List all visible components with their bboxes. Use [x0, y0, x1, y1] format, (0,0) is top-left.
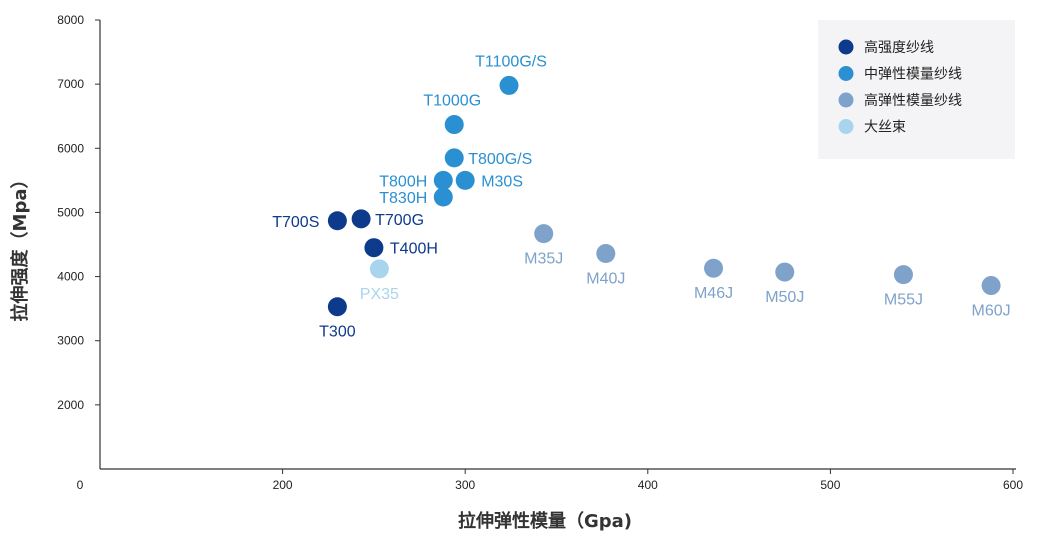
- point-label-t800g-s: T800G/S: [468, 151, 532, 168]
- x-tick-labels: 0 200 300 400 500 600: [77, 469, 1023, 492]
- point-m60j: [981, 276, 1001, 296]
- point-label-px35: PX35: [360, 286, 399, 303]
- x-axis-title: 拉伸弹性模量（Gpa): [458, 510, 632, 532]
- legend-marker: [838, 39, 854, 55]
- legend-label: 高弹性模量纱线: [864, 92, 962, 109]
- point-m35j: [534, 224, 554, 244]
- legend-marker: [838, 66, 854, 81]
- point-label-m30s: M30S: [481, 173, 523, 190]
- x-tick-label: 600: [1003, 478, 1023, 492]
- x-tick-label: 300: [455, 478, 475, 492]
- legend-label: 高强度纱线: [864, 39, 934, 56]
- x-tick-label: 0: [77, 478, 84, 492]
- y-tick-labels: 2000 3000 4000 5000 6000 7000 8000: [57, 13, 100, 412]
- x-tick-label: 400: [638, 478, 658, 492]
- point-label-m40j: M40J: [586, 270, 625, 287]
- y-tick-label: 3000: [57, 334, 84, 348]
- legend-label: 中弹性模量纱线: [864, 67, 962, 83]
- point-t830h: [433, 187, 453, 207]
- point-m30s: [455, 170, 475, 190]
- y-tick-label: 2000: [57, 398, 84, 412]
- point-label-m46j: M46J: [694, 285, 733, 302]
- point-t1100g-s: [499, 75, 519, 95]
- point-t1000g: [444, 115, 464, 135]
- point-m50j: [775, 262, 795, 282]
- y-tick-label: 7000: [57, 77, 84, 91]
- point-label-t300: T300: [319, 324, 356, 341]
- y-tick-label: 6000: [57, 141, 84, 155]
- legend-label: 大丝束: [864, 120, 906, 136]
- point-label-m60j: M60J: [972, 303, 1011, 320]
- point-t700g: [351, 209, 371, 229]
- y-tick-label: 4000: [57, 270, 84, 284]
- point-px35: [369, 259, 389, 279]
- point-t800h: [433, 170, 453, 190]
- legend-marker: [838, 119, 854, 134]
- data-points: T300 T700S T700G T400H T1100G/S T1000G T800G/S…: [272, 53, 1010, 340]
- point-label-m55j: M55J: [884, 292, 923, 309]
- point-label-t400h: T400H: [390, 241, 438, 258]
- point-label-t700s: T700S: [272, 214, 319, 231]
- point-m55j: [893, 265, 913, 285]
- x-tick-label: 200: [273, 478, 293, 492]
- legend-marker: [838, 92, 854, 108]
- point-t800g-s: [444, 148, 464, 168]
- point-label-t1100g-s: T1100G/S: [475, 53, 547, 70]
- point-m46j: [704, 258, 724, 278]
- point-label-m50j: M50J: [765, 289, 804, 306]
- y-tick-label: 5000: [57, 205, 84, 219]
- point-label-t1000g: T1000G: [423, 93, 481, 110]
- point-label-t830h: T830H: [379, 190, 427, 207]
- point-m40j: [596, 243, 616, 263]
- point-label-m35j: M35J: [524, 251, 563, 268]
- point-t700s: [327, 211, 347, 231]
- point-t300: [327, 297, 347, 317]
- point-t400h: [364, 238, 384, 258]
- x-tick-label: 500: [820, 478, 840, 492]
- y-tick-label: 8000: [57, 13, 84, 27]
- point-label-t700g: T700G: [375, 212, 424, 229]
- point-label-t800h: T800H: [379, 173, 427, 190]
- y-axis-title: 拉伸强度（Mpa）: [9, 171, 31, 322]
